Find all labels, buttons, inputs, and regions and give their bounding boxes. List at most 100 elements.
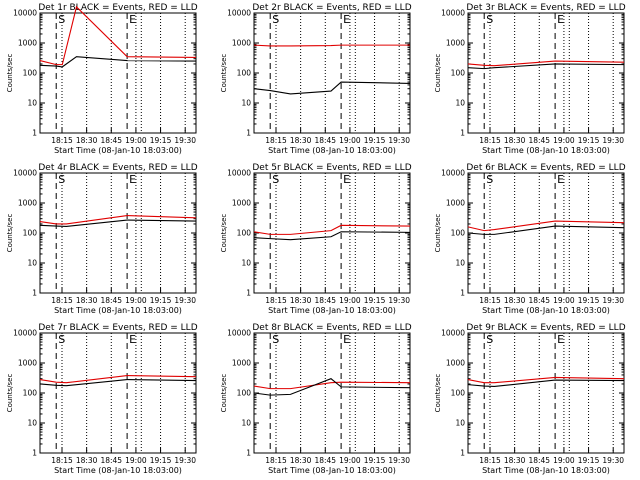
x-tick-label: 18:45 [528,136,550,145]
x-tick-label: 18:45 [528,456,550,465]
events-series-line [467,379,625,388]
y-tick-label: 1000 [446,359,465,368]
panel-8: Det 8r BLACK = Events, RED = LLD 1 10 100 10… [220,323,412,475]
y-tick-label: 1 [460,289,465,298]
lld-series-line [39,375,197,384]
panel-2: Det 2r BLACK = Events, RED = LLD 1 10 100 10… [220,3,412,155]
plot-frame [253,12,411,134]
x-tick-label: 18:45 [100,456,122,465]
y-axis-label: Counts/sec [434,374,442,413]
x-tick-label: 19:15 [578,296,600,305]
x-tick-label: 19:15 [364,456,386,465]
panel-3: Det 3r BLACK = Events, RED = LLD 1 10 100 10… [434,3,626,155]
y-tick-label: 10000 [227,9,251,18]
x-tick-label: 18:30 [76,296,98,305]
y-tick-label: 1000 [232,39,251,48]
y-tick-label: 1000 [446,39,465,48]
y-tick-label: 1000 [232,359,251,368]
panel-4: Det 4r BLACK = Events, RED = LLD 1 10 100 10… [6,163,198,315]
x-tick-label: 19:00 [339,296,361,305]
start-marker-label: S [272,173,279,186]
end-marker-label: E [343,13,350,26]
x-tick-label: 19:15 [578,456,600,465]
y-axis-label: Counts/sec [220,214,228,253]
end-marker-label: E [557,333,564,346]
y-axis-label: Counts/sec [6,54,14,93]
lld-series-line [253,224,411,235]
x-tick-label: 18:30 [504,136,526,145]
end-marker-label: E [129,13,136,26]
y-axis-label: Counts/sec [6,374,14,413]
y-tick-label: 10000 [441,169,465,178]
x-axis-label: Start Time (08-Jan-10 18:03:00) [482,466,610,475]
panel-title: Det 9r BLACK = Events, RED = LLD [466,323,625,333]
panel-title: Det 4r BLACK = Events, RED = LLD [38,163,197,173]
y-tick-label: 1 [32,129,37,138]
events-series-line [467,225,625,235]
end-marker-label: E [557,173,564,186]
x-axis-label: Start Time (08-Jan-10 18:03:00) [268,466,396,475]
end-marker-label: E [343,333,350,346]
panel-title: Det 7r BLACK = Events, RED = LLD [38,323,197,333]
y-tick-label: 10000 [13,329,37,338]
x-axis-label: Start Time (08-Jan-10 18:03:00) [54,306,182,315]
x-tick-label: 18:30 [290,296,312,305]
end-marker-label: E [557,13,564,26]
plot-frame [467,172,625,294]
y-axis-label: Counts/sec [220,54,228,93]
x-tick-label: 18:15 [51,296,73,305]
y-tick-label: 100 [237,229,252,238]
y-tick-label: 1000 [18,359,37,368]
y-tick-label: 10 [241,419,251,428]
x-axis-label: Start Time (08-Jan-10 18:03:00) [482,146,610,155]
x-tick-label: 19:00 [339,136,361,145]
panel-title: Det 8r BLACK = Events, RED = LLD [252,323,411,333]
events-series-line [39,56,197,68]
panel-6: Det 6r BLACK = Events, RED = LLD 1 10 100 10… [434,163,626,315]
panel-title: Det 1r BLACK = Events, RED = LLD [38,3,197,13]
end-marker-label: E [343,173,350,186]
x-tick-label: 18:30 [504,456,526,465]
start-marker-label: S [486,173,493,186]
plot-frame [467,332,625,454]
panel-title: Det 2r BLACK = Events, RED = LLD [252,3,411,13]
x-tick-label: 19:15 [150,296,172,305]
panel-title: Det 5r BLACK = Events, RED = LLD [252,163,411,173]
panel-title: Det 6r BLACK = Events, RED = LLD [466,163,625,173]
x-tick-label: 19:30 [174,456,196,465]
x-tick-label: 19:30 [388,456,410,465]
y-tick-label: 10000 [441,329,465,338]
start-marker-label: S [58,333,65,346]
x-tick-label: 18:45 [100,296,122,305]
y-tick-label: 10 [241,99,251,108]
y-tick-label: 1 [246,449,251,458]
y-tick-label: 10 [27,259,37,268]
x-tick-label: 19:15 [364,296,386,305]
x-tick-label: 19:00 [125,136,147,145]
x-tick-label: 18:30 [290,456,312,465]
panel-5: Det 5r BLACK = Events, RED = LLD 1 10 100 10… [220,163,412,315]
y-tick-label: 100 [451,69,466,78]
x-tick-label: 18:15 [265,456,287,465]
y-tick-label: 1 [460,129,465,138]
y-tick-label: 100 [237,69,252,78]
y-tick-label: 1000 [18,199,37,208]
plot-frame [39,12,197,134]
y-tick-label: 10 [241,259,251,268]
events-series-line [253,81,411,95]
x-axis-label: Start Time (08-Jan-10 18:03:00) [268,146,396,155]
x-tick-label: 19:00 [125,456,147,465]
panel-1: Det 1r BLACK = Events, RED = LLD 1 10 100 10… [6,3,198,155]
start-marker-label: S [272,333,279,346]
y-tick-label: 1 [32,449,37,458]
y-tick-label: 10 [455,419,465,428]
end-marker-label: E [129,333,136,346]
x-tick-label: 18:15 [479,136,501,145]
lld-series-line [39,5,197,66]
x-axis-label: Start Time (08-Jan-10 18:03:00) [482,306,610,315]
start-marker-label: S [272,13,279,26]
events-series-line [467,63,625,70]
plot-frame [253,172,411,294]
x-axis-label: Start Time (08-Jan-10 18:03:00) [54,146,182,155]
x-tick-label: 18:45 [314,296,336,305]
